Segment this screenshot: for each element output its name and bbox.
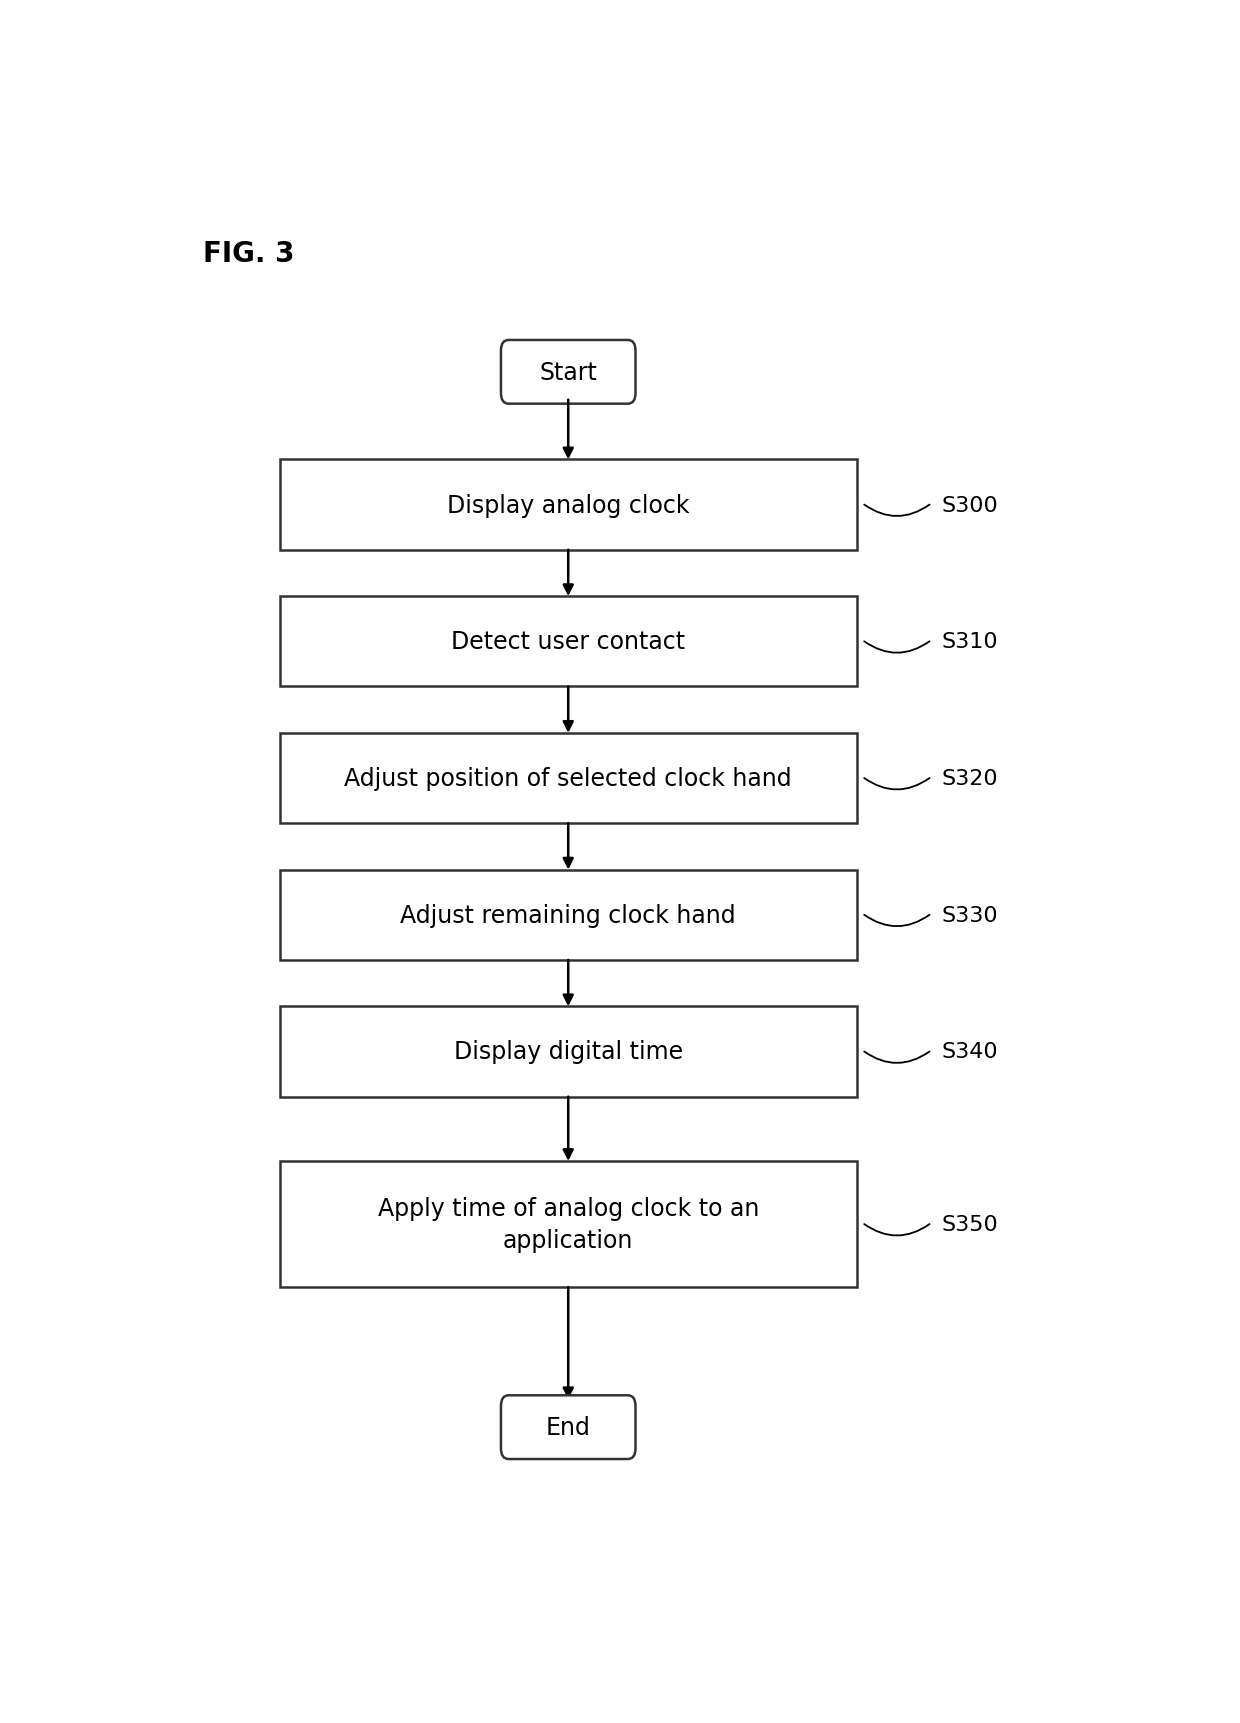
FancyBboxPatch shape	[501, 341, 635, 405]
Text: S320: S320	[941, 768, 998, 789]
Text: Display analog clock: Display analog clock	[446, 493, 689, 517]
FancyBboxPatch shape	[501, 1396, 635, 1459]
Text: Display digital time: Display digital time	[454, 1041, 683, 1063]
Bar	[280, 596, 857, 687]
Text: S300: S300	[941, 495, 998, 515]
Text: Adjust position of selected clock hand: Adjust position of selected clock hand	[345, 767, 792, 791]
Text: S340: S340	[941, 1042, 998, 1061]
Bar	[280, 460, 857, 550]
Text: FIG. 3: FIG. 3	[203, 239, 295, 267]
Text: Start: Start	[539, 360, 598, 384]
Text: S350: S350	[941, 1215, 998, 1234]
Bar	[280, 734, 857, 824]
Text: Detect user contact: Detect user contact	[451, 631, 686, 655]
Text: S310: S310	[941, 632, 998, 651]
Text: S330: S330	[941, 905, 998, 925]
Bar	[280, 1006, 857, 1098]
Bar	[280, 870, 857, 960]
Text: End: End	[546, 1415, 590, 1439]
Text: Adjust remaining clock hand: Adjust remaining clock hand	[401, 903, 737, 927]
Bar	[280, 1161, 857, 1287]
Text: Apply time of analog clock to an
application: Apply time of analog clock to an applica…	[377, 1196, 759, 1253]
